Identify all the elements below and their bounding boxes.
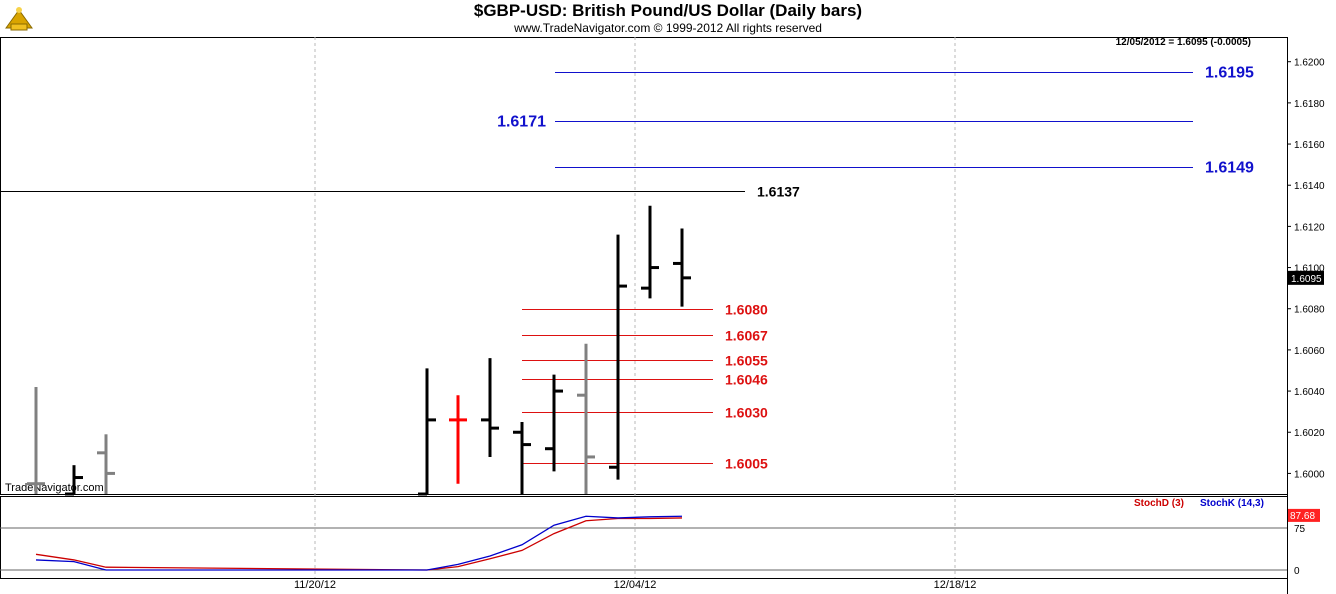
stoch-series-line	[35, 517, 683, 571]
ohlc-bar	[577, 343, 595, 494]
ohlc-bar	[481, 358, 499, 457]
y-tick-label: 1.6020	[1294, 428, 1325, 439]
level-label: 1.6080	[725, 302, 768, 318]
y-tick-label: 1.6160	[1294, 140, 1325, 151]
ohlc-bar	[545, 374, 563, 472]
ohlc-bar	[97, 434, 115, 494]
stoch-panel-frame	[0, 496, 1288, 579]
x-tick-label: 12/04/12	[614, 579, 657, 591]
chart-subtitle: www.TradeNavigator.com © 1999-2012 All r…	[514, 21, 822, 35]
stoch-series-line	[35, 515, 683, 571]
level-label: 1.6195	[1205, 65, 1254, 82]
y-tick-label: 1.6120	[1294, 222, 1325, 233]
x-tick-label: 12/18/12	[934, 579, 977, 591]
y-tick-label: 1.6000	[1294, 469, 1325, 480]
stoch-y-tick-label: 0	[1294, 566, 1300, 577]
level-label: 1.6030	[725, 405, 768, 421]
last-price-label: 1.6095	[1291, 274, 1322, 285]
stoch-last-label: 87.68	[1290, 511, 1315, 522]
level-label: 1.6046	[725, 372, 768, 388]
trade-navigator-logo-icon	[2, 2, 36, 34]
level-label: 1.6067	[725, 328, 768, 344]
ohlc-bar	[641, 205, 659, 299]
last-value-readout: 12/05/2012 = 1.6095 (-0.0005)	[1115, 37, 1251, 48]
ohlc-bar	[513, 421, 531, 494]
x-tick-label: 11/20/12	[294, 579, 336, 591]
y-tick-label: 1.6200	[1294, 58, 1325, 69]
stochK-legend: StochK (14,3)	[1200, 498, 1264, 509]
y-tick-label: 1.6140	[1294, 181, 1325, 192]
ohlc-bar	[609, 234, 627, 480]
ohlc-bar	[449, 395, 467, 484]
y-tick-label: 1.6180	[1294, 99, 1325, 110]
level-label: 1.6055	[725, 353, 768, 369]
level-label: 1.6137	[757, 184, 800, 200]
stochD-legend: StochD (3)	[1134, 498, 1184, 509]
stoch-last-box	[1288, 508, 1320, 522]
price-panel-frame	[0, 37, 1288, 495]
level-label: 1.6171	[497, 114, 546, 131]
ohlc-bar	[673, 228, 691, 307]
last-price-box	[1288, 270, 1324, 285]
ohlc-bar	[27, 386, 45, 494]
y-tick-label: 1.6040	[1294, 387, 1325, 398]
y-tick-label: 1.6080	[1294, 305, 1325, 316]
level-label: 1.6005	[725, 456, 768, 472]
chart-title: $GBP-USD: British Pound/US Dollar (Daily…	[473, 1, 863, 20]
y-tick-label: 1.6100	[1294, 264, 1325, 275]
ohlc-bar	[418, 368, 436, 496]
y-tick-label: 1.6060	[1294, 346, 1325, 357]
ohlc-bar	[65, 465, 83, 496]
stoch-y-tick-label: 75	[1294, 524, 1306, 535]
level-label: 1.6149	[1205, 160, 1254, 177]
